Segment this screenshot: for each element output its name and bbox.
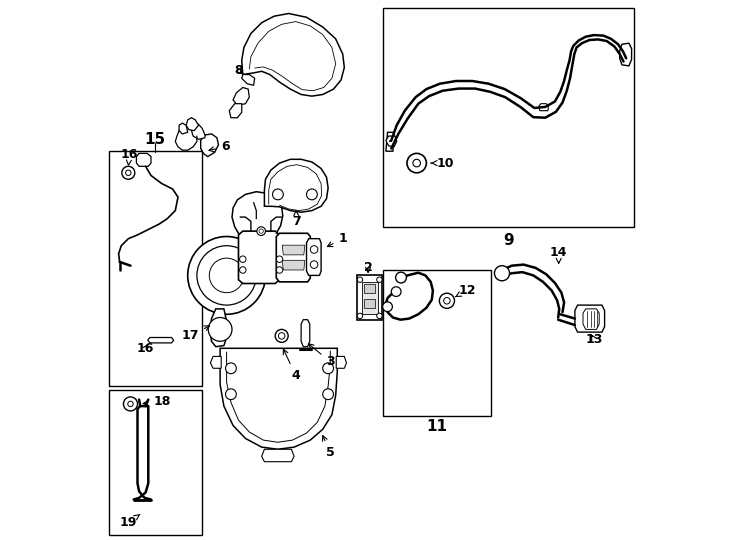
Text: 2: 2 (364, 261, 372, 274)
Text: 3: 3 (308, 344, 335, 368)
Circle shape (391, 287, 401, 296)
Polygon shape (211, 356, 221, 368)
Circle shape (239, 267, 246, 273)
Circle shape (357, 313, 363, 319)
Text: 17: 17 (182, 326, 209, 342)
Circle shape (357, 277, 363, 282)
Polygon shape (233, 87, 250, 105)
Polygon shape (282, 245, 305, 255)
Circle shape (382, 302, 393, 312)
Circle shape (225, 363, 236, 374)
Circle shape (188, 237, 266, 314)
Text: 9: 9 (504, 233, 514, 248)
Bar (383, 270, 491, 416)
Polygon shape (362, 282, 378, 314)
Circle shape (278, 333, 285, 339)
Polygon shape (209, 246, 244, 305)
Circle shape (407, 153, 426, 173)
Text: 14: 14 (550, 246, 567, 264)
Circle shape (197, 246, 256, 305)
Circle shape (495, 266, 509, 281)
Polygon shape (186, 118, 198, 131)
Circle shape (440, 293, 454, 308)
Text: 16: 16 (120, 148, 138, 165)
Polygon shape (282, 260, 305, 270)
Polygon shape (148, 338, 174, 343)
Text: 18: 18 (143, 395, 170, 408)
Circle shape (128, 401, 133, 407)
Polygon shape (386, 136, 396, 147)
Polygon shape (264, 159, 328, 212)
Circle shape (123, 397, 137, 411)
Text: 15: 15 (145, 132, 166, 147)
Polygon shape (357, 275, 382, 320)
Circle shape (396, 272, 407, 283)
Bar (109, 151, 203, 386)
Polygon shape (386, 132, 394, 151)
Polygon shape (336, 356, 346, 368)
Polygon shape (192, 124, 205, 139)
Text: 11: 11 (426, 419, 448, 434)
Polygon shape (239, 231, 280, 284)
Polygon shape (200, 134, 219, 157)
Text: 13: 13 (585, 333, 603, 346)
Text: 4: 4 (283, 349, 300, 382)
Polygon shape (301, 320, 310, 347)
Polygon shape (179, 123, 188, 134)
Polygon shape (364, 299, 375, 308)
Circle shape (239, 256, 246, 262)
Polygon shape (307, 239, 321, 275)
Circle shape (323, 363, 333, 374)
Circle shape (259, 229, 264, 233)
Bar (383, 8, 634, 227)
Text: 7: 7 (292, 211, 301, 228)
Circle shape (310, 246, 318, 253)
Circle shape (307, 189, 317, 200)
Circle shape (257, 227, 266, 235)
Text: 5: 5 (322, 436, 335, 459)
Polygon shape (241, 14, 344, 96)
Text: 6: 6 (209, 140, 230, 153)
Circle shape (225, 389, 236, 400)
Circle shape (377, 313, 382, 319)
Circle shape (209, 258, 244, 293)
Circle shape (323, 389, 333, 400)
Text: 10: 10 (431, 157, 454, 170)
Text: 19: 19 (120, 515, 140, 529)
Circle shape (377, 277, 382, 282)
Circle shape (122, 166, 135, 179)
Bar (109, 390, 203, 535)
Circle shape (276, 267, 283, 273)
Text: 1: 1 (327, 232, 347, 247)
Polygon shape (220, 348, 338, 449)
Polygon shape (619, 43, 631, 66)
Circle shape (272, 189, 283, 200)
Polygon shape (276, 233, 310, 282)
Circle shape (310, 261, 318, 268)
Circle shape (126, 170, 131, 176)
Circle shape (276, 256, 283, 262)
Polygon shape (137, 153, 151, 166)
Polygon shape (583, 309, 599, 329)
Text: 16: 16 (137, 342, 154, 355)
Text: 12: 12 (455, 284, 476, 297)
Polygon shape (364, 284, 375, 293)
Circle shape (275, 329, 288, 342)
Circle shape (443, 298, 450, 304)
Circle shape (413, 159, 421, 167)
Polygon shape (575, 305, 605, 332)
Text: 8: 8 (234, 64, 243, 77)
Polygon shape (539, 104, 548, 111)
Circle shape (208, 318, 232, 341)
Polygon shape (262, 449, 294, 462)
Polygon shape (229, 104, 241, 118)
Polygon shape (241, 75, 255, 85)
Polygon shape (211, 309, 227, 347)
